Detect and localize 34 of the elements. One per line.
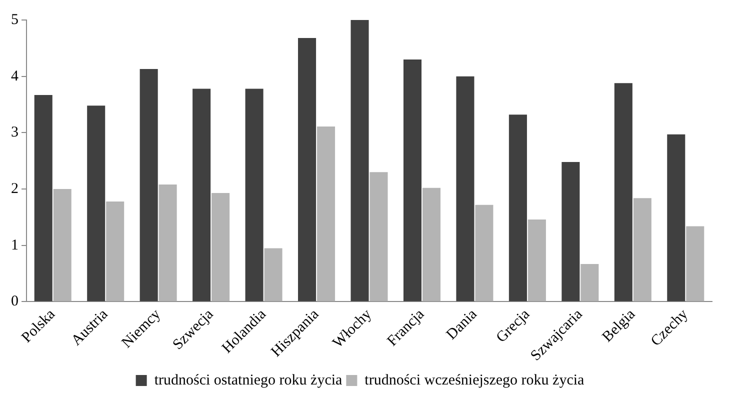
bar <box>34 94 52 302</box>
bar <box>192 88 211 302</box>
bar <box>245 88 264 302</box>
bar <box>212 192 230 302</box>
bar <box>106 201 124 302</box>
bar <box>298 38 316 302</box>
bar <box>264 248 282 302</box>
y-tick-label: 0 <box>11 294 18 310</box>
bar <box>87 106 106 302</box>
y-tick-label: 2 <box>11 180 18 197</box>
legend-label: trudności wcześniejszego roku życia <box>364 372 585 388</box>
legend-label: trudności ostatniego roku życia <box>154 372 343 388</box>
bar <box>456 76 474 302</box>
y-tick-label: 3 <box>11 124 18 141</box>
y-tick-label: 4 <box>11 68 19 84</box>
bar <box>475 204 494 302</box>
bar <box>633 198 652 302</box>
y-tick-label: 1 <box>11 237 18 254</box>
bar <box>422 188 440 302</box>
bar <box>316 126 336 302</box>
bar <box>614 83 632 302</box>
bar <box>528 219 546 302</box>
bar <box>562 162 580 302</box>
bar <box>140 69 158 302</box>
bar <box>350 20 369 302</box>
bar <box>403 59 422 302</box>
bar <box>158 184 177 302</box>
y-tick-label: 5 <box>11 12 18 28</box>
bar <box>686 226 704 302</box>
bar <box>580 264 599 302</box>
bar <box>508 114 527 302</box>
bar <box>667 134 686 302</box>
bar <box>53 189 72 302</box>
bar <box>370 172 388 302</box>
